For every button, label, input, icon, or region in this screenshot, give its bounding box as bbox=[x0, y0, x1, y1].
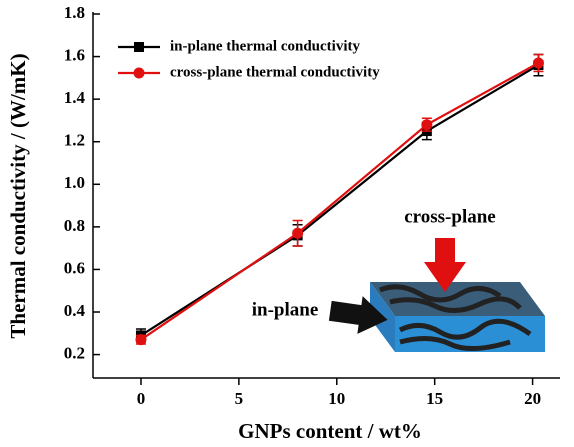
marker bbox=[421, 119, 433, 131]
marker bbox=[532, 57, 544, 69]
series-line bbox=[140, 61, 539, 341]
y-tick-label: 1.8 bbox=[64, 3, 85, 22]
x-tick-label: 0 bbox=[137, 389, 146, 408]
y-tick-label: 1.6 bbox=[64, 45, 85, 64]
y-tick-label: 0.8 bbox=[64, 216, 85, 235]
marker bbox=[135, 334, 147, 346]
marker bbox=[292, 227, 304, 239]
x-axis-title: GNPs content / wt% bbox=[238, 419, 422, 443]
arrow-right bbox=[328, 296, 388, 334]
y-tick-label: 1.0 bbox=[64, 173, 85, 192]
legend-label: in-plane thermal conductivity bbox=[170, 38, 360, 54]
legend-marker bbox=[133, 67, 145, 79]
x-tick-label: 5 bbox=[235, 389, 244, 408]
y-tick-label: 1.2 bbox=[64, 131, 85, 150]
arrow-down bbox=[424, 238, 466, 292]
y-tick-label: 0.6 bbox=[64, 258, 85, 277]
legend-marker bbox=[134, 42, 144, 52]
y-tick-label: 0.4 bbox=[64, 301, 86, 320]
y-tick-label: 1.4 bbox=[64, 88, 86, 107]
annotation: cross-plane bbox=[404, 206, 495, 227]
x-tick-label: 15 bbox=[426, 389, 443, 408]
y-axis-title: Thermal conductivity / (W/mK) bbox=[6, 53, 30, 338]
annotation: in-plane bbox=[252, 299, 319, 320]
x-tick-label: 10 bbox=[328, 389, 345, 408]
y-tick-label: 0.2 bbox=[64, 343, 85, 362]
block-texture bbox=[379, 284, 532, 351]
inset-illustration bbox=[328, 238, 545, 352]
x-tick-label: 20 bbox=[524, 389, 541, 408]
legend-label: cross-plane thermal conductivity bbox=[170, 64, 380, 80]
